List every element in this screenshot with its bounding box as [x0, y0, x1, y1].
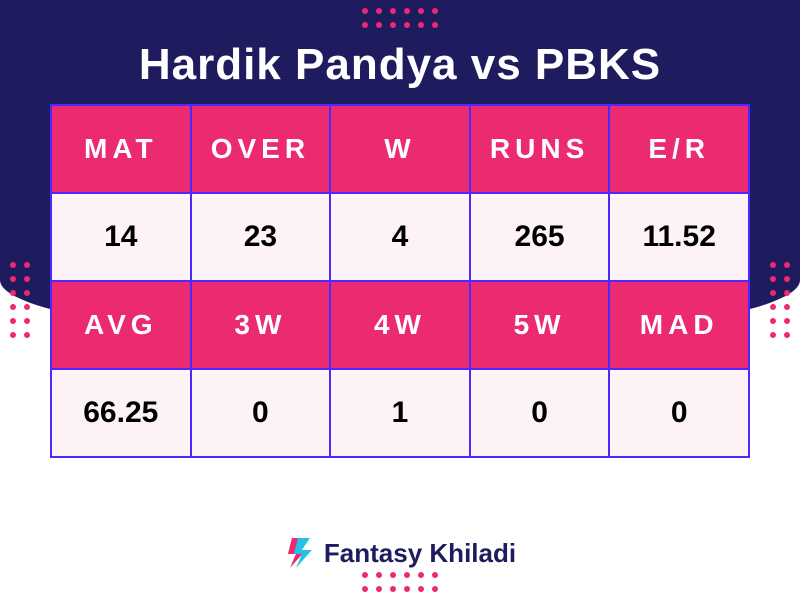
stats-table: MAT OVER W RUNS E/R 14 23 4 265 11.52 AV…: [50, 104, 750, 458]
cell-value: 23: [191, 193, 331, 281]
cell-value: 0: [609, 369, 749, 457]
main-card: Hardik Pandya vs PBKS MAT OVER W RUNS E/…: [50, 40, 750, 458]
table-header-row: AVG 3W 4W 5W MAD: [51, 281, 749, 369]
decorative-dots-bottom: [362, 572, 438, 592]
table-row: 66.25 0 1 0 0: [51, 369, 749, 457]
cell-value: 11.52: [609, 193, 749, 281]
col-header: 5W: [470, 281, 610, 369]
col-header: E/R: [609, 105, 749, 193]
col-header: RUNS: [470, 105, 610, 193]
page-title: Hardik Pandya vs PBKS: [50, 40, 750, 90]
cell-value: 1: [330, 369, 470, 457]
col-header: 4W: [330, 281, 470, 369]
cell-value: 14: [51, 193, 191, 281]
brand-logo: Fantasy Khiladi: [284, 536, 516, 570]
col-header: AVG: [51, 281, 191, 369]
logo-text: Fantasy Khiladi: [324, 538, 516, 569]
table-row: 14 23 4 265 11.52: [51, 193, 749, 281]
decorative-dots-right: [770, 262, 790, 338]
col-header: OVER: [191, 105, 331, 193]
cell-value: 0: [191, 369, 331, 457]
col-header: 3W: [191, 281, 331, 369]
logo-icon: [284, 536, 318, 570]
cell-value: 4: [330, 193, 470, 281]
col-header: MAT: [51, 105, 191, 193]
table-header-row: MAT OVER W RUNS E/R: [51, 105, 749, 193]
col-header: W: [330, 105, 470, 193]
col-header: MAD: [609, 281, 749, 369]
decorative-dots-top: [362, 8, 438, 28]
cell-value: 66.25: [51, 369, 191, 457]
cell-value: 0: [470, 369, 610, 457]
cell-value: 265: [470, 193, 610, 281]
decorative-dots-left: [10, 262, 30, 338]
